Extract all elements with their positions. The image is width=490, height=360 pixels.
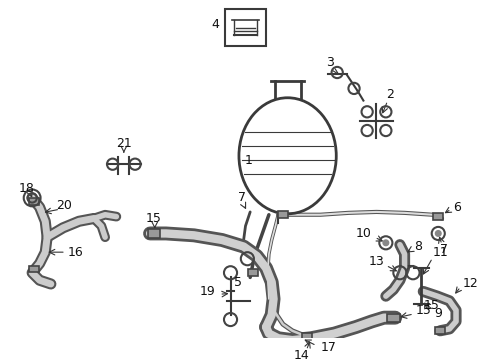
Bar	[387, 314, 399, 322]
Text: 16: 16	[68, 246, 83, 259]
Bar	[302, 333, 312, 340]
Bar	[435, 327, 445, 334]
Bar	[248, 269, 258, 276]
Text: 7: 7	[238, 192, 246, 204]
Text: 8: 8	[414, 240, 422, 253]
Circle shape	[383, 240, 389, 246]
Text: 17: 17	[320, 341, 336, 354]
Text: 14: 14	[294, 348, 310, 360]
Text: 4: 4	[211, 18, 220, 31]
Text: 15: 15	[416, 304, 432, 317]
Text: 20: 20	[56, 199, 73, 212]
Bar	[278, 211, 288, 218]
Text: 3: 3	[326, 56, 334, 69]
Circle shape	[241, 34, 246, 40]
Text: 10: 10	[356, 227, 372, 240]
Bar	[29, 266, 39, 273]
Text: 13: 13	[368, 255, 384, 268]
Text: 15: 15	[146, 212, 162, 225]
Circle shape	[436, 231, 441, 236]
Text: 6: 6	[453, 201, 461, 214]
Text: 9: 9	[435, 307, 442, 320]
Text: 2: 2	[386, 89, 394, 102]
Text: 21: 21	[116, 137, 132, 150]
Text: 19: 19	[200, 285, 216, 298]
Text: 18: 18	[19, 182, 35, 195]
Text: 11: 11	[433, 246, 448, 259]
Circle shape	[248, 34, 254, 40]
Text: 7: 7	[440, 243, 448, 256]
Bar	[147, 229, 160, 238]
Text: 1: 1	[245, 154, 253, 167]
Text: 15: 15	[423, 299, 439, 312]
Bar	[29, 198, 39, 205]
Bar	[225, 9, 266, 46]
Bar	[433, 213, 443, 220]
Text: 12: 12	[463, 278, 478, 291]
Text: 5: 5	[234, 276, 242, 289]
